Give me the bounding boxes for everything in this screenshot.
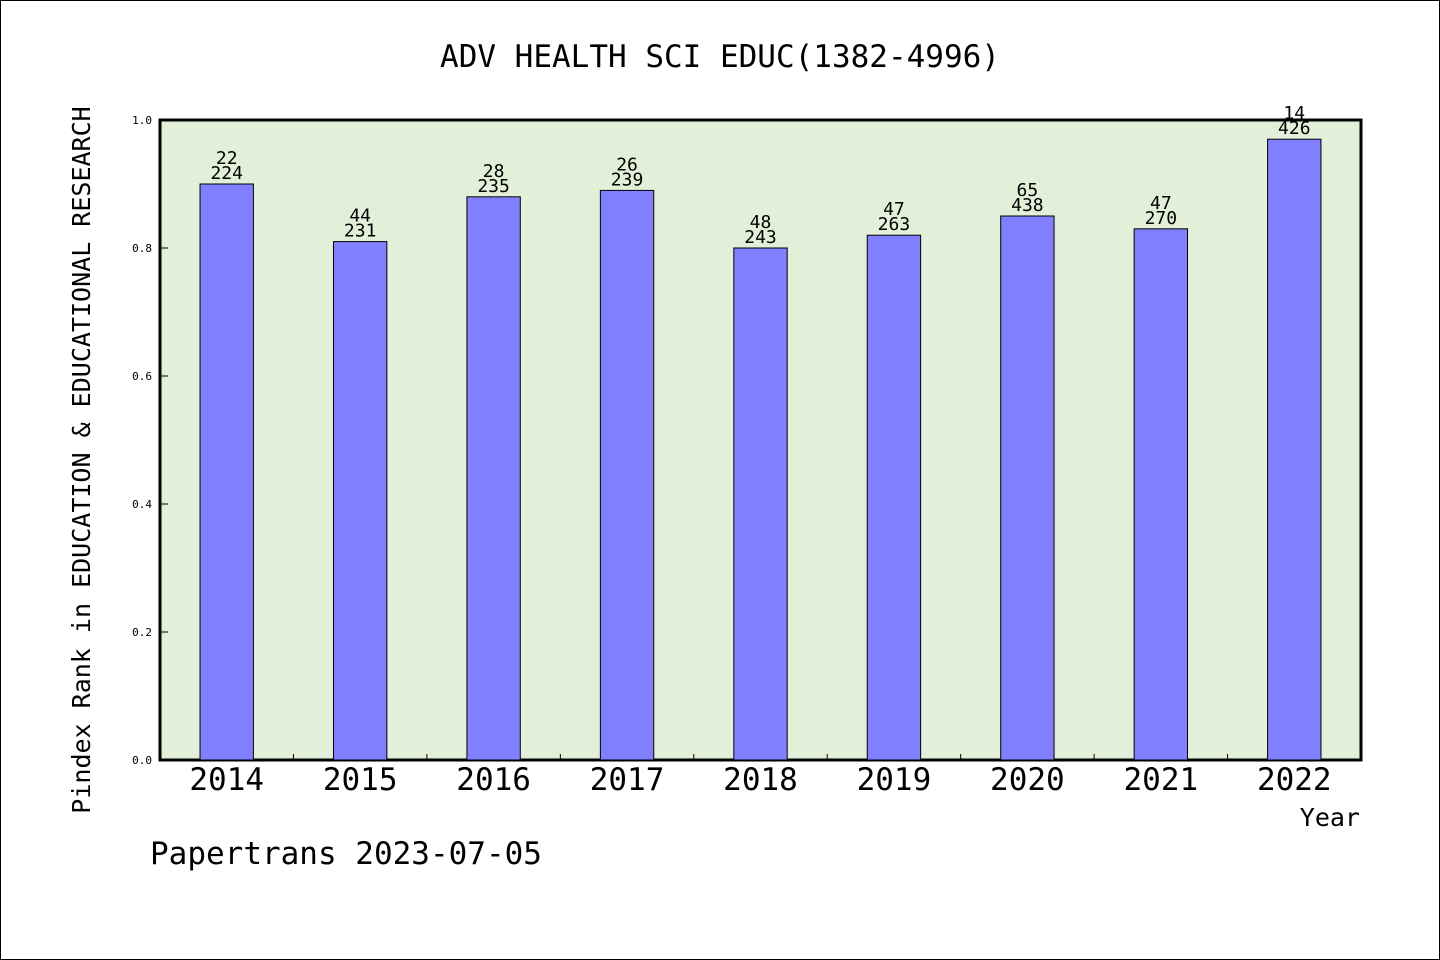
bar-rank-label: 44 (349, 206, 371, 227)
bar-rank-label: 14 (1283, 103, 1305, 124)
bar (1000, 215, 1055, 761)
x-axis-label: Year (1300, 803, 1360, 832)
bar-rank-label: 22 (216, 148, 238, 169)
bar (866, 234, 922, 761)
bar-total-label: 270 (1145, 208, 1178, 229)
x-tick-label: 2015 (323, 762, 398, 798)
bar-rank-label: 26 (616, 154, 638, 175)
x-axis: 2014 2015 2016 2017 2018 2019 2020 2021 2022 (189, 754, 1332, 798)
x-tick-label: 2019 (857, 762, 932, 798)
y-tick-label: 0.6 (132, 370, 152, 383)
y-axis-label: Pindex Rank in EDUCATION & EDUCATIONAL R… (67, 106, 96, 813)
y-axis: 0.0 0.2 0.4 0.6 0.8 1.0 (132, 114, 168, 767)
bar-rank-label: 28 (483, 161, 505, 182)
bar-total-label: 239 (611, 169, 644, 190)
y-tick-label: 0.4 (132, 498, 152, 511)
bar-total-label: 426 (1278, 118, 1311, 139)
bar (599, 189, 655, 761)
bar (466, 196, 521, 761)
bar (733, 247, 788, 761)
bar-rank-label: 47 (883, 199, 905, 220)
bar (332, 241, 388, 761)
bar (199, 183, 254, 761)
x-tick-label: 2014 (189, 762, 264, 798)
bar-total-label: 263 (878, 214, 911, 235)
x-tick-label: 2016 (456, 762, 531, 798)
bar-total-label: 235 (477, 176, 510, 197)
y-tick-label: 1.0 (132, 114, 152, 127)
y-tick-label: 0.8 (132, 242, 152, 255)
bar-rank-label: 48 (750, 212, 772, 233)
bar-rank-label: 47 (1150, 193, 1172, 214)
x-tick-label: 2021 (1124, 762, 1199, 798)
x-tick-label: 2018 (723, 762, 798, 798)
bar-total-label: 231 (344, 221, 377, 242)
x-tick-label: 2022 (1257, 762, 1332, 798)
bar (1267, 138, 1322, 761)
bar-total-label: 438 (1011, 195, 1044, 216)
x-tick-label: 2020 (990, 762, 1065, 798)
y-tick-label: 0.0 (132, 754, 152, 767)
chart-title: ADV HEALTH SCI EDUC(1382-4996) (440, 39, 1000, 75)
x-tick-label: 2017 (590, 762, 665, 798)
bar-rank-label: 65 (1017, 180, 1039, 201)
bar (1133, 228, 1189, 761)
bar-total-label: 243 (744, 227, 777, 248)
y-tick-label: 0.2 (132, 626, 152, 639)
footer-credit: Papertrans 2023-07-05 (150, 836, 542, 872)
bar-total-label: 224 (210, 163, 243, 184)
